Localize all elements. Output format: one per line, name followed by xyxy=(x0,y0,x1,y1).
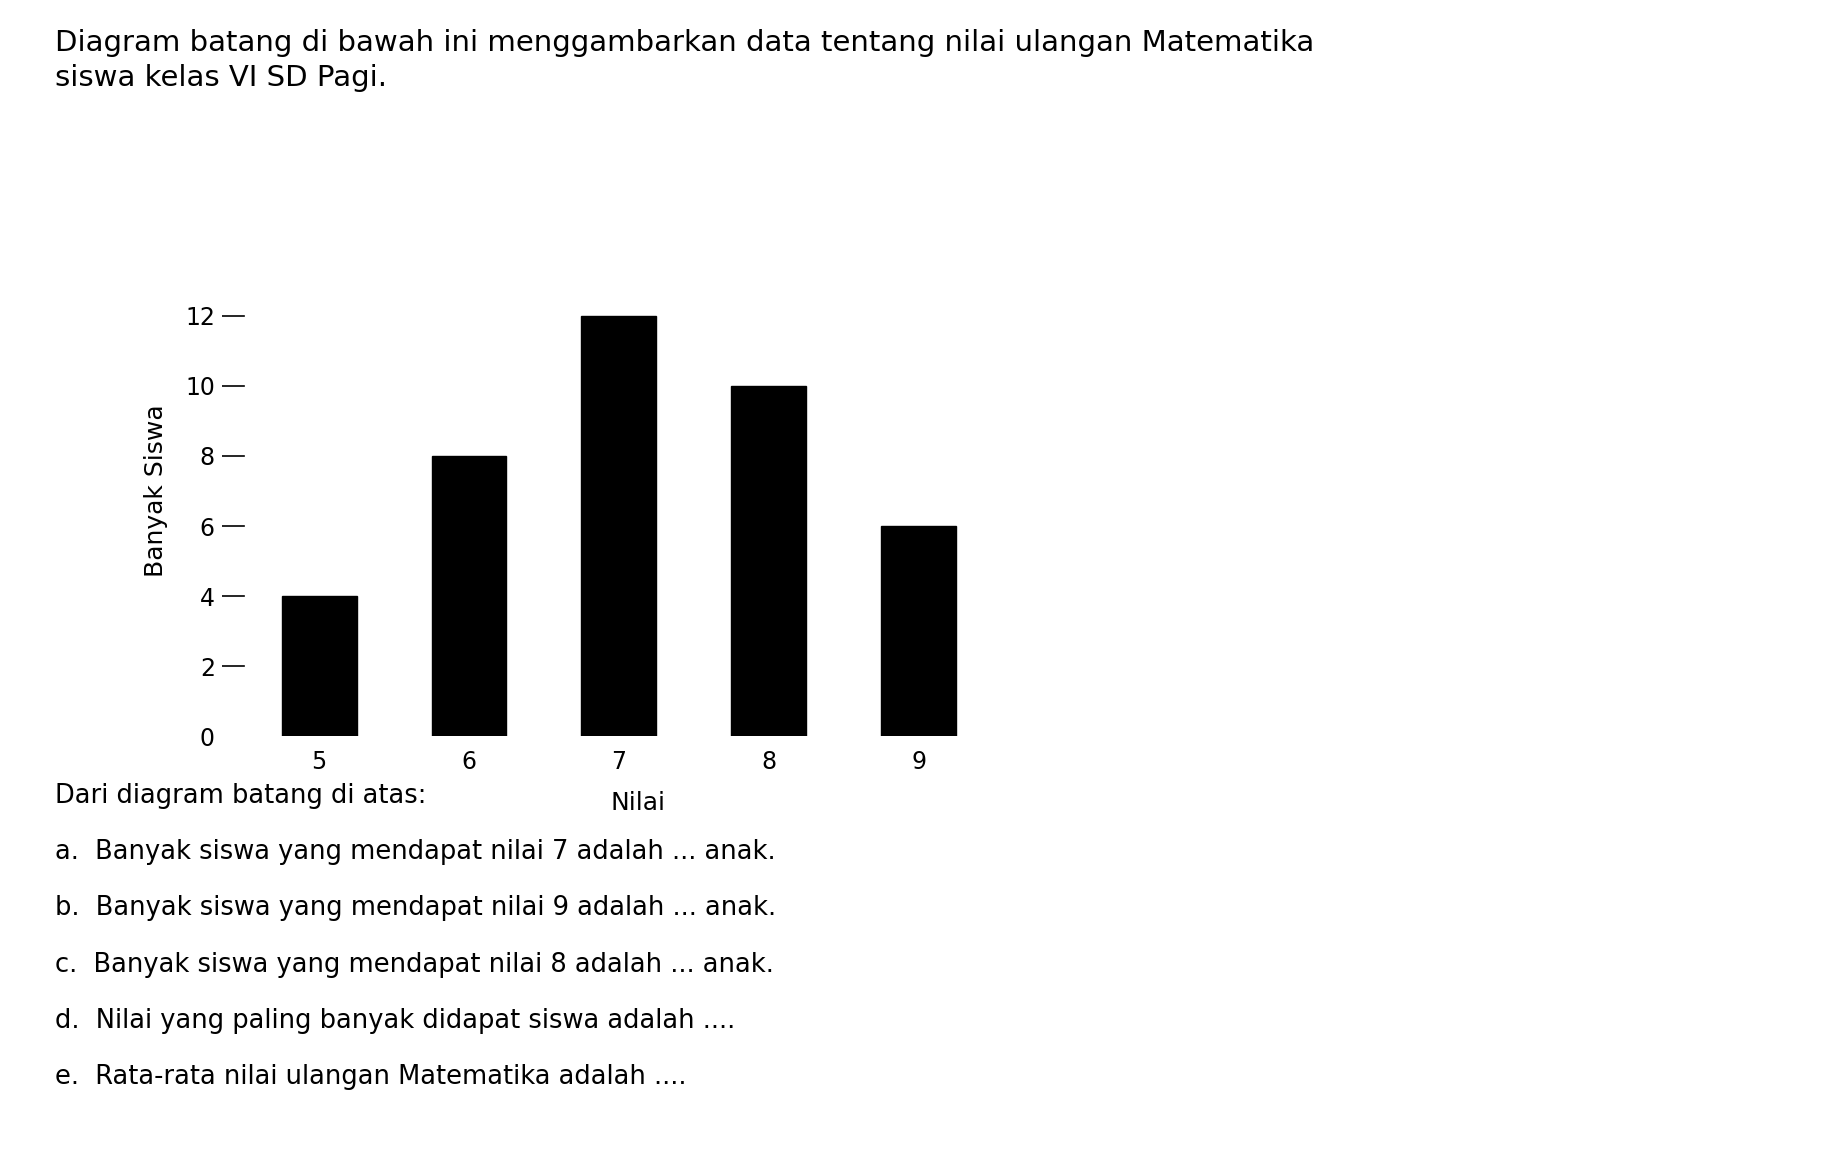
Bar xyxy=(582,316,656,736)
Y-axis label: Banyak Siswa: Banyak Siswa xyxy=(144,404,168,577)
Text: Diagram batang di bawah ini menggambarkan data tentang nilai ulangan Matematika: Diagram batang di bawah ini menggambarka… xyxy=(55,29,1314,57)
Text: c.  Banyak siswa yang mendapat nilai 8 adalah ... anak.: c. Banyak siswa yang mendapat nilai 8 ad… xyxy=(55,952,774,977)
Text: siswa kelas VI SD Pagi.: siswa kelas VI SD Pagi. xyxy=(55,64,388,92)
Text: d.  Nilai yang paling banyak didapat siswa adalah ....: d. Nilai yang paling banyak didapat sisw… xyxy=(55,1008,736,1033)
Bar xyxy=(881,526,955,736)
Text: Dari diagram batang di atas:: Dari diagram batang di atas: xyxy=(55,783,427,809)
Text: b.  Banyak siswa yang mendapat nilai 9 adalah ... anak.: b. Banyak siswa yang mendapat nilai 9 ad… xyxy=(55,895,776,921)
X-axis label: Nilai: Nilai xyxy=(610,791,665,815)
Text: e.  Rata-rata nilai ulangan Matematika adalah ....: e. Rata-rata nilai ulangan Matematika ad… xyxy=(55,1064,687,1090)
Text: a.  Banyak siswa yang mendapat nilai 7 adalah ... anak.: a. Banyak siswa yang mendapat nilai 7 ad… xyxy=(55,839,776,865)
Bar xyxy=(432,456,506,736)
Bar xyxy=(281,596,357,736)
Bar xyxy=(732,386,806,736)
